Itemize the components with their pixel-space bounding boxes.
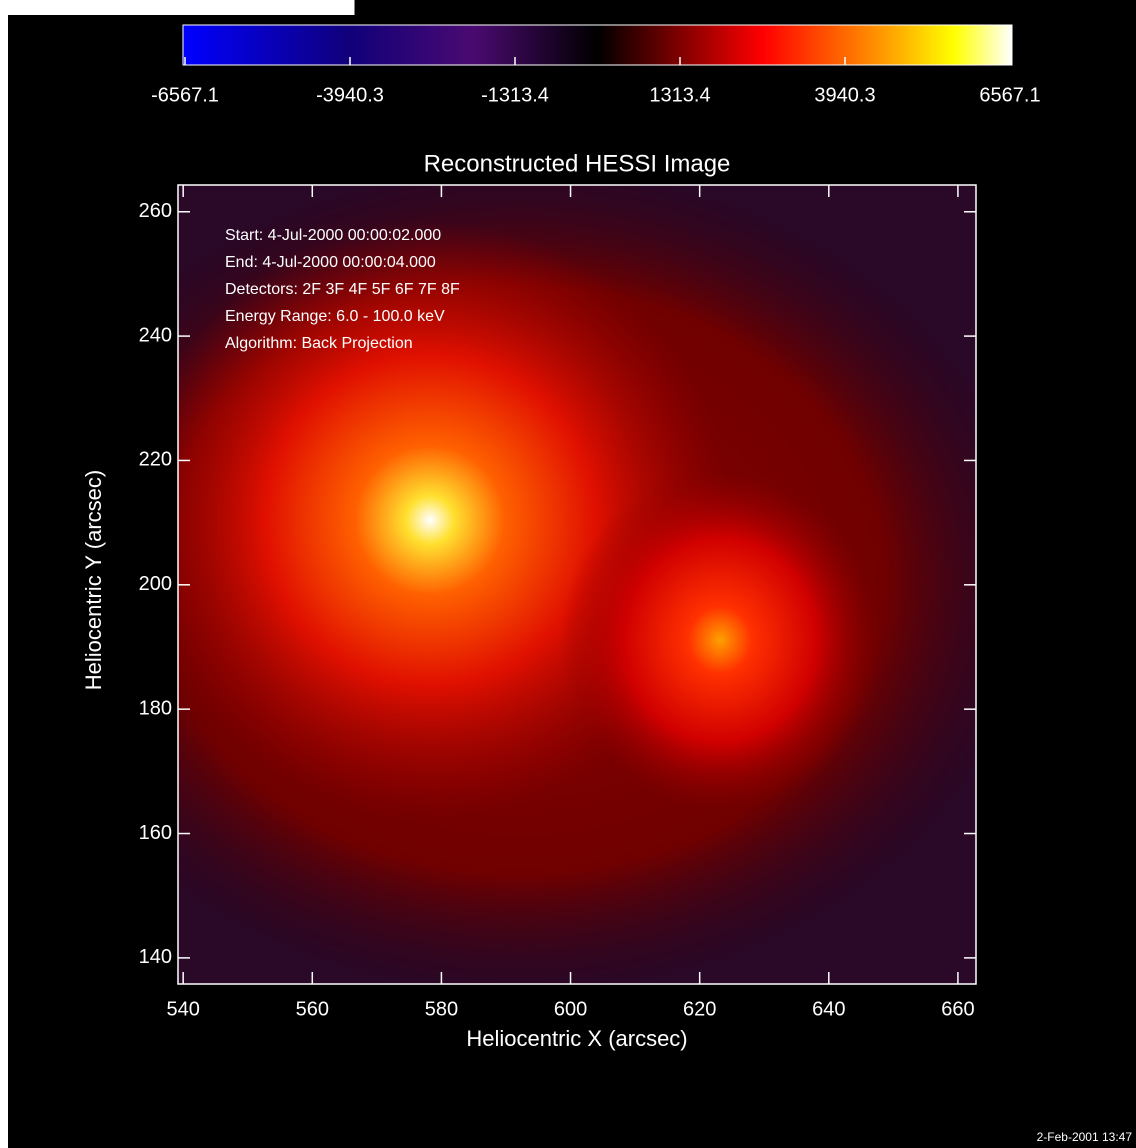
colorbar-tick-label: -3940.3 [316,84,384,106]
annotation: End: 4-Jul-2000 00:00:04.000 [225,254,436,271]
chart: Reconstructed HESSI Image Heliocentric X… [0,0,1136,1148]
x-tick-label: 580 [425,998,458,1020]
x-tick-label: 620 [683,998,716,1020]
chart-title: Reconstructed HESSI Image [424,150,731,177]
top-strip [8,0,355,15]
x-tick-label: 600 [554,998,587,1020]
colorbar-tick-label: 3940.3 [814,84,875,106]
y-tick-label: 240 [139,324,172,346]
colorbar [183,25,1012,65]
y-tick-label: 160 [139,822,172,844]
x-tick-label: 540 [166,998,199,1020]
x-tick-label: 640 [812,998,845,1020]
annotation: Start: 4-Jul-2000 00:00:02.000 [225,227,441,244]
annotation: Detectors: 2F 3F 4F 5F 6F 7F 8F [225,281,460,298]
y-tick-label: 140 [139,946,172,968]
page: Reconstructed HESSI Image Heliocentric X… [0,0,1136,1148]
x-tick-label: 560 [296,998,329,1020]
y-tick-label: 200 [139,573,172,595]
x-axis-label: Heliocentric X (arcsec) [466,1026,687,1051]
y-tick-label: 260 [139,200,172,222]
colorbar-tick-label: 1313.4 [649,84,710,106]
colorbar-tick-label: 6567.1 [979,84,1040,106]
y-axis-label: Heliocentric Y (arcsec) [81,470,106,690]
annotation: Energy Range: 6.0 - 100.0 keV [225,308,445,325]
y-tick-label: 220 [139,449,172,471]
colorbar-tick-label: -6567.1 [151,84,219,106]
timestamp: 2-Feb-2001 13:47 [1037,1130,1133,1144]
colorbar-tick-label: -1313.4 [481,84,549,106]
y-tick-label: 180 [139,697,172,719]
x-tick-label: 660 [941,998,974,1020]
annotation: Algorithm: Back Projection [225,335,413,352]
